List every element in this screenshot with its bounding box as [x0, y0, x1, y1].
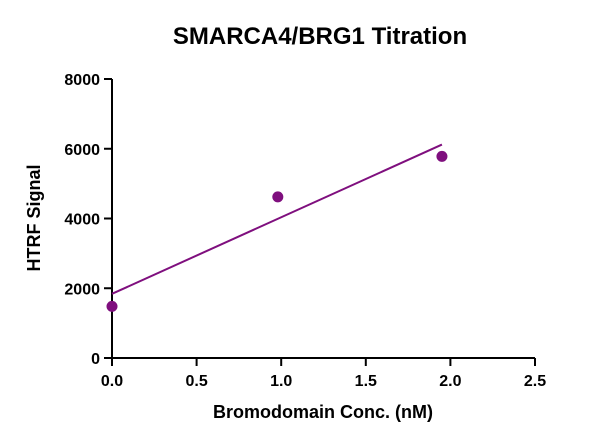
x-tick-label: 2.5: [524, 373, 546, 390]
chart-title: SMARCA4/BRG1 Titration: [173, 23, 467, 50]
x-tick-label: 0.5: [185, 373, 207, 390]
data-point: [436, 150, 448, 162]
x-axis-label: Bromodomain Conc. (nM): [213, 402, 433, 422]
y-axis-label: HTRF Signal: [24, 165, 44, 272]
x-tick-label: 1.0: [270, 373, 292, 390]
y-tick-label: 6000: [64, 142, 100, 159]
fit-line: [111, 143, 443, 295]
x-tick-label: 2.0: [439, 373, 461, 390]
data-point: [106, 300, 118, 312]
y-tick-label: 2000: [64, 281, 100, 298]
data-point: [272, 191, 284, 203]
axes: [111, 79, 535, 359]
y-tick-label: 4000: [64, 212, 100, 229]
y-tick-label: 0: [91, 351, 100, 368]
x-tick-label: 0.0: [101, 373, 123, 390]
x-tick-label: 1.5: [355, 373, 377, 390]
y-ticks: 0 2000 4000 6000 8000: [64, 72, 112, 368]
y-tick-label: 8000: [64, 72, 100, 89]
x-ticks: 0.0 0.5 1.0 1.5 2.0 2.5: [101, 358, 546, 390]
data-points: [106, 150, 448, 312]
